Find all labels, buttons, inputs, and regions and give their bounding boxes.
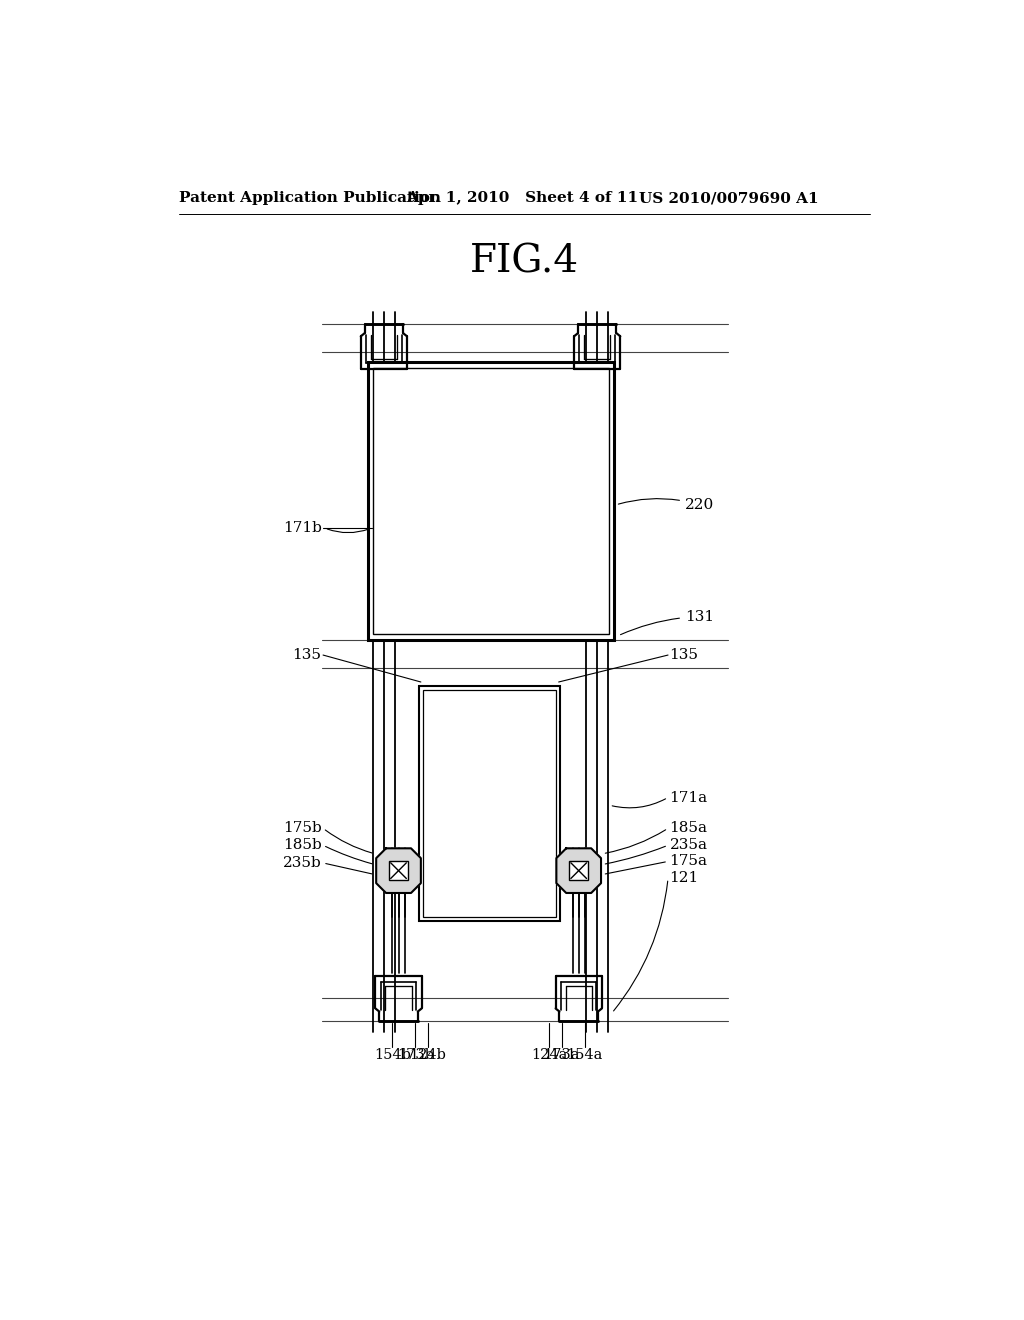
Bar — [373, 368, 608, 635]
Text: 131: 131 — [621, 610, 714, 635]
Bar — [419, 686, 560, 921]
Text: 121: 121 — [670, 871, 698, 886]
Text: 135: 135 — [670, 648, 698, 663]
Text: 124a: 124a — [531, 1048, 567, 1061]
Text: 135: 135 — [293, 648, 322, 663]
Text: 171b: 171b — [283, 521, 322, 535]
Bar — [389, 861, 408, 880]
Text: US 2010/0079690 A1: US 2010/0079690 A1 — [639, 191, 818, 206]
Polygon shape — [556, 849, 601, 892]
Text: FIG.4: FIG.4 — [470, 244, 580, 281]
Text: 124b: 124b — [410, 1048, 446, 1061]
Text: 154b: 154b — [374, 1048, 411, 1061]
Bar — [368, 363, 614, 640]
Text: 154a: 154a — [566, 1048, 603, 1061]
Bar — [423, 689, 556, 917]
Text: 235b: 235b — [283, 855, 322, 870]
Text: 173a: 173a — [544, 1048, 580, 1061]
Polygon shape — [376, 849, 421, 892]
Text: 235a: 235a — [670, 838, 708, 853]
Text: 175a: 175a — [670, 854, 708, 869]
Text: 175b: 175b — [283, 821, 322, 836]
Text: 185a: 185a — [670, 821, 708, 836]
Text: 171a: 171a — [670, 791, 708, 804]
Text: 173b: 173b — [397, 1048, 434, 1061]
Text: 185b: 185b — [283, 838, 322, 853]
Text: Apr. 1, 2010   Sheet 4 of 11: Apr. 1, 2010 Sheet 4 of 11 — [407, 191, 638, 206]
Text: Patent Application Publication: Patent Application Publication — [179, 191, 441, 206]
Text: 220: 220 — [618, 498, 714, 512]
Bar — [569, 861, 588, 880]
